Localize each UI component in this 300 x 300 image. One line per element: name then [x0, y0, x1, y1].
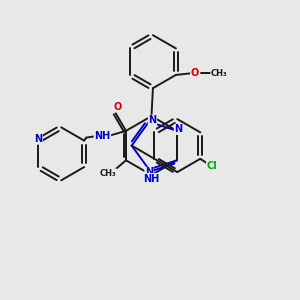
- Text: N: N: [34, 134, 42, 144]
- Text: N: N: [148, 115, 157, 125]
- Text: O: O: [191, 68, 199, 78]
- Text: O: O: [113, 102, 121, 112]
- Text: CH₃: CH₃: [211, 69, 227, 78]
- Text: NH: NH: [143, 174, 160, 184]
- Text: N: N: [145, 167, 153, 177]
- Text: N: N: [174, 124, 182, 134]
- Text: Cl: Cl: [207, 161, 218, 171]
- Text: CH₃: CH₃: [100, 169, 117, 178]
- Text: NH: NH: [94, 131, 110, 141]
